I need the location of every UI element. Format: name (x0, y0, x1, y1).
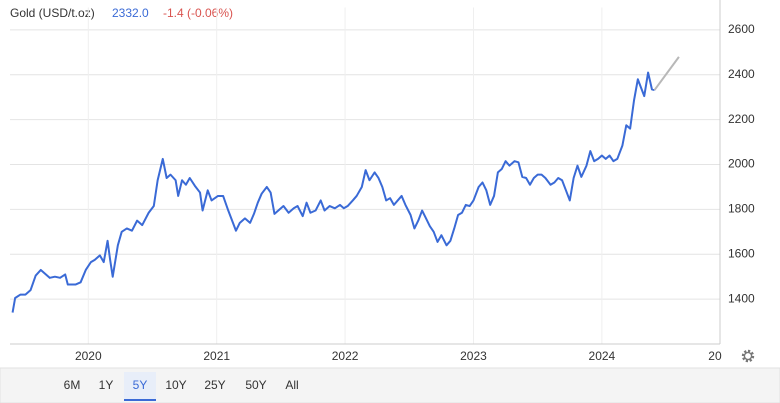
range-button-label: 50Y (245, 378, 266, 392)
gear-ring (743, 351, 753, 361)
range-button-label: All (285, 378, 298, 392)
y-tick-label: 1800 (728, 202, 755, 216)
range-button[interactable]: 5Y (124, 372, 156, 401)
price-line (11, 71, 655, 313)
x-tick-label: 2020 (75, 349, 102, 363)
range-button[interactable]: 25Y (204, 378, 225, 392)
y-tick-label: 2400 (728, 67, 755, 81)
last-price: 2332.0 (112, 6, 149, 20)
price-line (653, 56, 680, 91)
range-button-label: 1Y (99, 378, 114, 392)
plot: 1400 1600 1800 2000 2200 2400 2600 (10, 0, 755, 345)
x-tick-label: 2022 (332, 349, 359, 363)
button-highlight (124, 372, 156, 400)
settings-icon[interactable] (741, 349, 755, 363)
y-tick-label: 2600 (728, 22, 755, 36)
range-button-label: 25Y (204, 378, 225, 392)
gear-teeth (741, 349, 755, 363)
y-tick-label: 1400 (728, 291, 755, 305)
range-button-label: 10Y (165, 378, 186, 392)
x-labels: 2020 2021 2022 2023 2024 2025 (75, 349, 735, 363)
x-tick-label: 2023 (460, 349, 487, 363)
range-button-label: 6M (64, 378, 81, 392)
range-button-label: 5Y (133, 378, 148, 392)
price-change: -1.4 (-0.06%) (163, 6, 233, 20)
x-tick-label: 2025 (708, 349, 735, 363)
x-tick-label: 2021 (203, 349, 230, 363)
range-bar (0, 367, 780, 403)
x-tick-label: 2024 (589, 349, 616, 363)
range-button[interactable]: 50Y (245, 378, 266, 392)
range-button[interactable]: 6M (64, 378, 81, 392)
range-button[interactable]: All (285, 378, 298, 392)
instrument-title: Gold (USD/t.oz) (10, 6, 95, 20)
y-tick-label: 2000 (728, 157, 755, 171)
y-tick-label: 2200 (728, 112, 755, 126)
y-tick-label: 1600 (728, 246, 755, 260)
range-button[interactable]: 10Y (165, 378, 186, 392)
range-button[interactable]: 1Y (99, 378, 114, 392)
